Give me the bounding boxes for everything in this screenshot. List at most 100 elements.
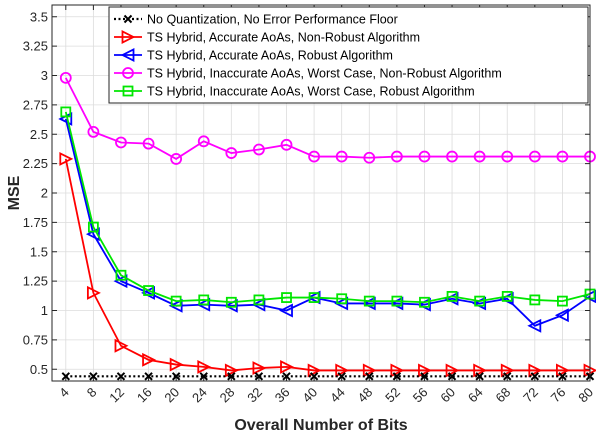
series-1-point [171, 372, 181, 381]
x-tick-label: 56 [410, 385, 431, 406]
series-4-point [390, 150, 403, 163]
series-4-point [335, 150, 348, 163]
series-3-point [113, 274, 128, 289]
series-2-point [224, 363, 239, 378]
series-1 [61, 372, 595, 381]
series-1-point [227, 372, 236, 381]
series-2-point [307, 363, 322, 378]
series-4-point [115, 136, 127, 149]
series-5-point [253, 294, 265, 306]
series-4-point [556, 150, 569, 163]
series-layer [58, 71, 596, 381]
series-1-point [199, 372, 208, 381]
legend-box [108, 6, 589, 104]
series-1-point [392, 372, 402, 381]
series-4-point [501, 150, 514, 163]
y-tick-label: 3.25 [23, 39, 48, 54]
series-1-point [420, 372, 429, 381]
y-tick-label: 0.75 [23, 332, 48, 347]
legend-entry-3: TS Hybrid, Accurate AoAs, Robust Algorit… [114, 48, 393, 63]
y-tick-label: 1.25 [23, 274, 48, 289]
series-2-point [197, 359, 212, 374]
series-2-point [142, 352, 157, 367]
series-1-point [89, 372, 98, 381]
legend-entry-4: TS Hybrid, Inaccurate AoAs, Worst Case, … [114, 67, 502, 81]
y-tick-label: 3.5 [30, 9, 48, 24]
series-5-point [529, 294, 541, 306]
x-tick-label: 44 [327, 385, 348, 406]
legend-swatch-marker [122, 85, 134, 97]
series-4-point [473, 150, 486, 163]
x-tick-label: 76 [548, 385, 569, 406]
series-4-point [225, 147, 238, 159]
series-1-point [530, 372, 540, 381]
series-5-point [143, 285, 154, 296]
series-1-point [447, 372, 457, 381]
x-tick-label: 72 [520, 385, 541, 406]
series-1-point [365, 372, 374, 381]
series-2-point [59, 151, 74, 166]
legend-entry-5: TS Hybrid, Inaccurate AoAs, Worst Case, … [114, 85, 475, 99]
series-4-point [87, 125, 100, 138]
legend-swatch-marker [123, 14, 133, 24]
x-tick-label: 12 [106, 385, 127, 406]
y-tick-label: 2.25 [23, 156, 48, 171]
x-tick-label: 64 [465, 385, 486, 406]
series-4-point [446, 150, 458, 163]
series-2 [59, 151, 596, 378]
series-5 [60, 106, 596, 308]
series-2-point [169, 357, 184, 372]
series-5-point [225, 296, 237, 308]
series-2-point [86, 285, 101, 300]
series-1-point [144, 372, 153, 381]
x-axis-title: Overall Number of Bits [234, 417, 407, 434]
series-2-point [528, 363, 543, 378]
series-4-point [59, 71, 72, 84]
series-2-point [473, 363, 488, 378]
series-3-point [168, 298, 183, 313]
y-tick-label: 1.75 [23, 215, 48, 230]
y-tick-label: 2.75 [23, 97, 48, 112]
series-5-point [87, 221, 99, 233]
legend-label: TS Hybrid, Accurate AoAs, Non-Robust Alg… [147, 31, 420, 45]
series-2-point [556, 363, 570, 378]
plot-area-frame [51, 4, 591, 382]
series-2-line [64, 158, 590, 372]
series-4-point [363, 151, 376, 164]
series-4-point [308, 150, 321, 163]
series-2-point [390, 363, 405, 378]
series-5-point [474, 295, 486, 307]
x-tick-label: 40 [299, 385, 320, 406]
y-axis-title: MSE [6, 175, 23, 210]
series-2-point [252, 361, 267, 376]
y-tick-label: 1.5 [30, 244, 48, 259]
series-2-point [335, 363, 350, 378]
series-5-point [170, 295, 182, 307]
series-1-point [503, 372, 512, 381]
series-3-point [527, 318, 542, 333]
series-4-point [197, 135, 210, 148]
series-4-point [418, 150, 431, 163]
series-5-point [419, 296, 430, 308]
legend-swatch-marker [121, 30, 136, 44]
series-4-point [528, 150, 541, 163]
series-4-point [142, 137, 155, 150]
legend-swatch-marker [122, 67, 134, 79]
x-tick-label: 28 [217, 385, 238, 406]
x-tick-label: 80 [575, 385, 596, 406]
series-2-point [418, 363, 432, 378]
x-tick-label: 8 [84, 385, 100, 401]
series-5-point [60, 106, 72, 118]
series-1-point [475, 372, 484, 381]
series-1-point [116, 372, 126, 381]
series-4-point [170, 153, 183, 165]
series-2-point [114, 338, 129, 353]
series-1-point [558, 372, 567, 381]
y-tick-label: 1 [41, 303, 48, 318]
series-3-point [554, 308, 569, 323]
axis-ticks: 0.5 0.75 1 1.25 1.5 1.75 2 2.25 2.5 2.75 3 3.25 3.5 4… [23, 5, 596, 405]
legend-label: TS Hybrid, Accurate AoAs, Robust Algorit… [147, 49, 393, 63]
legend-label: TS Hybrid, Inaccurate AoAs, Worst Case, … [147, 85, 475, 99]
series-3-point [196, 297, 211, 312]
